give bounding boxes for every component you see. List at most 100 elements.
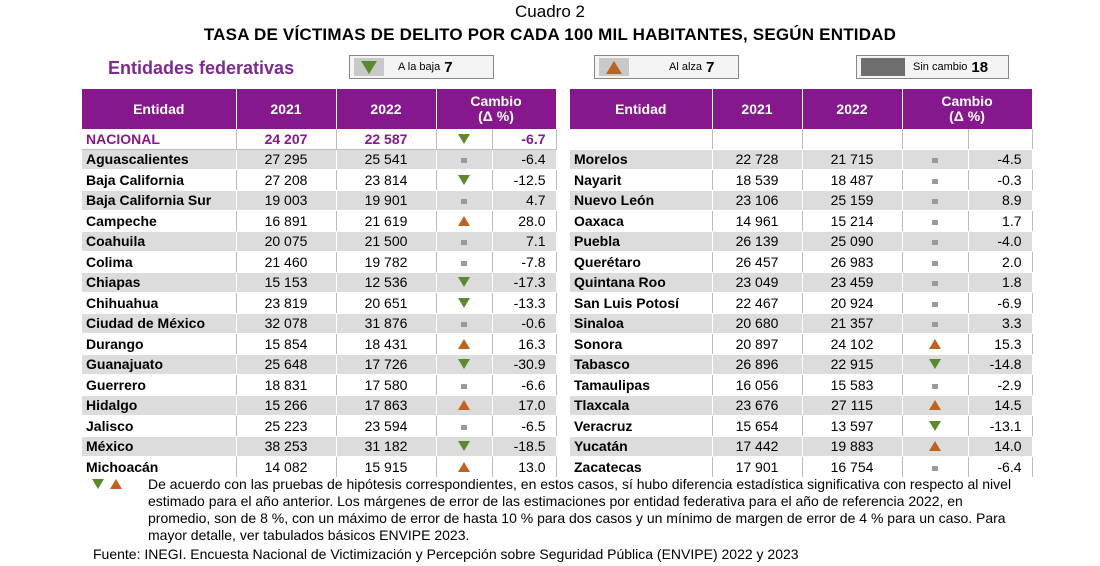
triangle-down-icon [458, 441, 470, 452]
table-row: Hidalgo 15 266 17 863 17.0 [82, 395, 557, 416]
value-2021-cell: 23 106 [712, 190, 803, 211]
value-2022-cell: 23 594 [336, 415, 437, 437]
change-value-cell: -17.3 [492, 272, 557, 293]
value-2021-cell: 16 891 [236, 210, 337, 232]
value-2022-cell: 17 726 [336, 354, 437, 375]
change-indicator-cell [436, 374, 493, 396]
value-2022-cell: 17 580 [336, 374, 437, 396]
value-2022-cell: 31 876 [336, 313, 437, 334]
value-2022-cell: 20 651 [336, 292, 437, 314]
table-row: Baja California Sur 19 003 19 901 4.7 [82, 190, 557, 211]
entidad-cell: Veracruz [570, 415, 713, 437]
dash-icon [932, 465, 938, 471]
value-2022-cell: 23 814 [336, 169, 437, 191]
value-2021-cell: 15 266 [236, 395, 337, 416]
header-cambio: Cambio (Δ %) [902, 89, 1033, 129]
change-indicator-cell [436, 313, 493, 334]
table-row: Guerrero 18 831 17 580 -6.6 [82, 374, 557, 396]
dash-icon [932, 322, 938, 328]
change-value-cell: -2.9 [968, 374, 1033, 396]
change-indicator-cell [436, 292, 493, 314]
change-value-cell: -18.5 [492, 436, 557, 457]
entidad-cell: Jalisco [82, 415, 237, 437]
entidad-cell: Guanajuato [82, 354, 237, 375]
change-indicator-cell [436, 190, 493, 211]
value-2022-cell: 25 159 [802, 190, 903, 211]
triangle-up-icon [458, 215, 470, 226]
table-row: Sinaloa 20 680 21 357 3.3 [570, 313, 1033, 334]
change-indicator-cell [436, 129, 493, 150]
legend-same: Sin cambio 18 [856, 55, 1009, 79]
value-2021-cell: 24 207 [236, 129, 337, 150]
dash-icon [461, 240, 467, 246]
value-2021-cell: 18 831 [236, 374, 337, 396]
value-2021-cell: 20 075 [236, 231, 337, 252]
change-indicator-cell [436, 210, 493, 232]
entidad-cell: Chiapas [82, 272, 237, 293]
value-2021-cell: 32 078 [236, 313, 337, 334]
change-indicator-cell [436, 231, 493, 252]
table-row: Colima 21 460 19 782 -7.8 [82, 251, 557, 273]
dash-icon [461, 383, 467, 389]
value-2021-cell: 17 442 [712, 436, 803, 457]
value-2022-cell: 18 487 [802, 169, 903, 191]
value-2021-cell: 14 082 [236, 456, 337, 478]
triangle-up-icon [458, 461, 470, 472]
change-value-cell: -6.9 [968, 292, 1033, 314]
value-2022-cell: 25 541 [336, 149, 437, 170]
value-2021-cell: 15 854 [236, 333, 337, 355]
table-row: Aguascalientes 27 295 25 541 -6.4 [82, 149, 557, 170]
triangle-down-icon [92, 479, 104, 489]
table-row: Zacatecas 17 901 16 754 -6.4 [570, 456, 1033, 478]
value-2022-cell: 19 883 [802, 436, 903, 457]
table-row: Nuevo León 23 106 25 159 8.9 [570, 190, 1033, 211]
entidad-cell: Baja California [82, 169, 237, 191]
entidad-cell: Sonora [570, 333, 713, 355]
entidad-cell: Guerrero [82, 374, 237, 396]
change-value-cell: 13.0 [492, 456, 557, 478]
value-2021-cell: 23 676 [712, 395, 803, 416]
legend-down-label: A la baja [398, 61, 441, 73]
change-indicator-cell [902, 231, 969, 252]
triangle-down-icon [354, 58, 384, 76]
legend-up-count: 7 [706, 58, 715, 76]
value-2022-cell: 26 983 [802, 251, 903, 273]
change-indicator-cell [902, 169, 969, 191]
entidad-cell: San Luis Potosí [570, 292, 713, 314]
change-value-cell: 3.3 [968, 313, 1033, 334]
change-indicator-cell [436, 272, 493, 293]
table-row: Morelos 22 728 21 715 -4.5 [570, 149, 1033, 170]
change-value-cell: 7.1 [492, 231, 557, 252]
header-cambio: Cambio (Δ %) [436, 89, 557, 129]
entidad-cell: Hidalgo [82, 395, 237, 416]
entidad-cell: Baja California Sur [82, 190, 237, 211]
table-row: Jalisco 25 223 23 594 -6.5 [82, 415, 557, 437]
note-icons [92, 479, 122, 489]
change-indicator-cell [902, 313, 969, 334]
table-row-empty [570, 129, 1033, 150]
value-2021-cell: 17 901 [712, 456, 803, 478]
table-row: México 38 253 31 182 -18.5 [82, 436, 557, 457]
triangle-down-icon [929, 359, 941, 370]
dash-icon [932, 301, 938, 307]
entidad-cell: Campeche [82, 210, 237, 232]
triangle-down-icon [929, 420, 941, 431]
dash-icon [461, 260, 467, 266]
triangle-up-icon [599, 58, 629, 76]
change-value-cell: 15.3 [968, 333, 1033, 355]
change-indicator-cell [902, 436, 969, 457]
value-2022-cell: 25 090 [802, 231, 903, 252]
change-indicator-cell [902, 292, 969, 314]
header-2022: 2022 [802, 89, 903, 129]
entidad-cell: México [82, 436, 237, 457]
table-row: Ciudad de México 32 078 31 876 -0.6 [82, 313, 557, 334]
value-2021-cell: 22 728 [712, 149, 803, 170]
entidad-cell: Nuevo León [570, 190, 713, 211]
table-row: Chihuahua 23 819 20 651 -13.3 [82, 292, 557, 314]
change-indicator-cell [436, 354, 493, 375]
dash-icon [932, 240, 938, 246]
change-indicator-cell [436, 251, 493, 273]
dash-icon [932, 260, 938, 266]
cuadro-label: Cuadro 2 [515, 2, 585, 21]
change-indicator-cell [902, 354, 969, 375]
